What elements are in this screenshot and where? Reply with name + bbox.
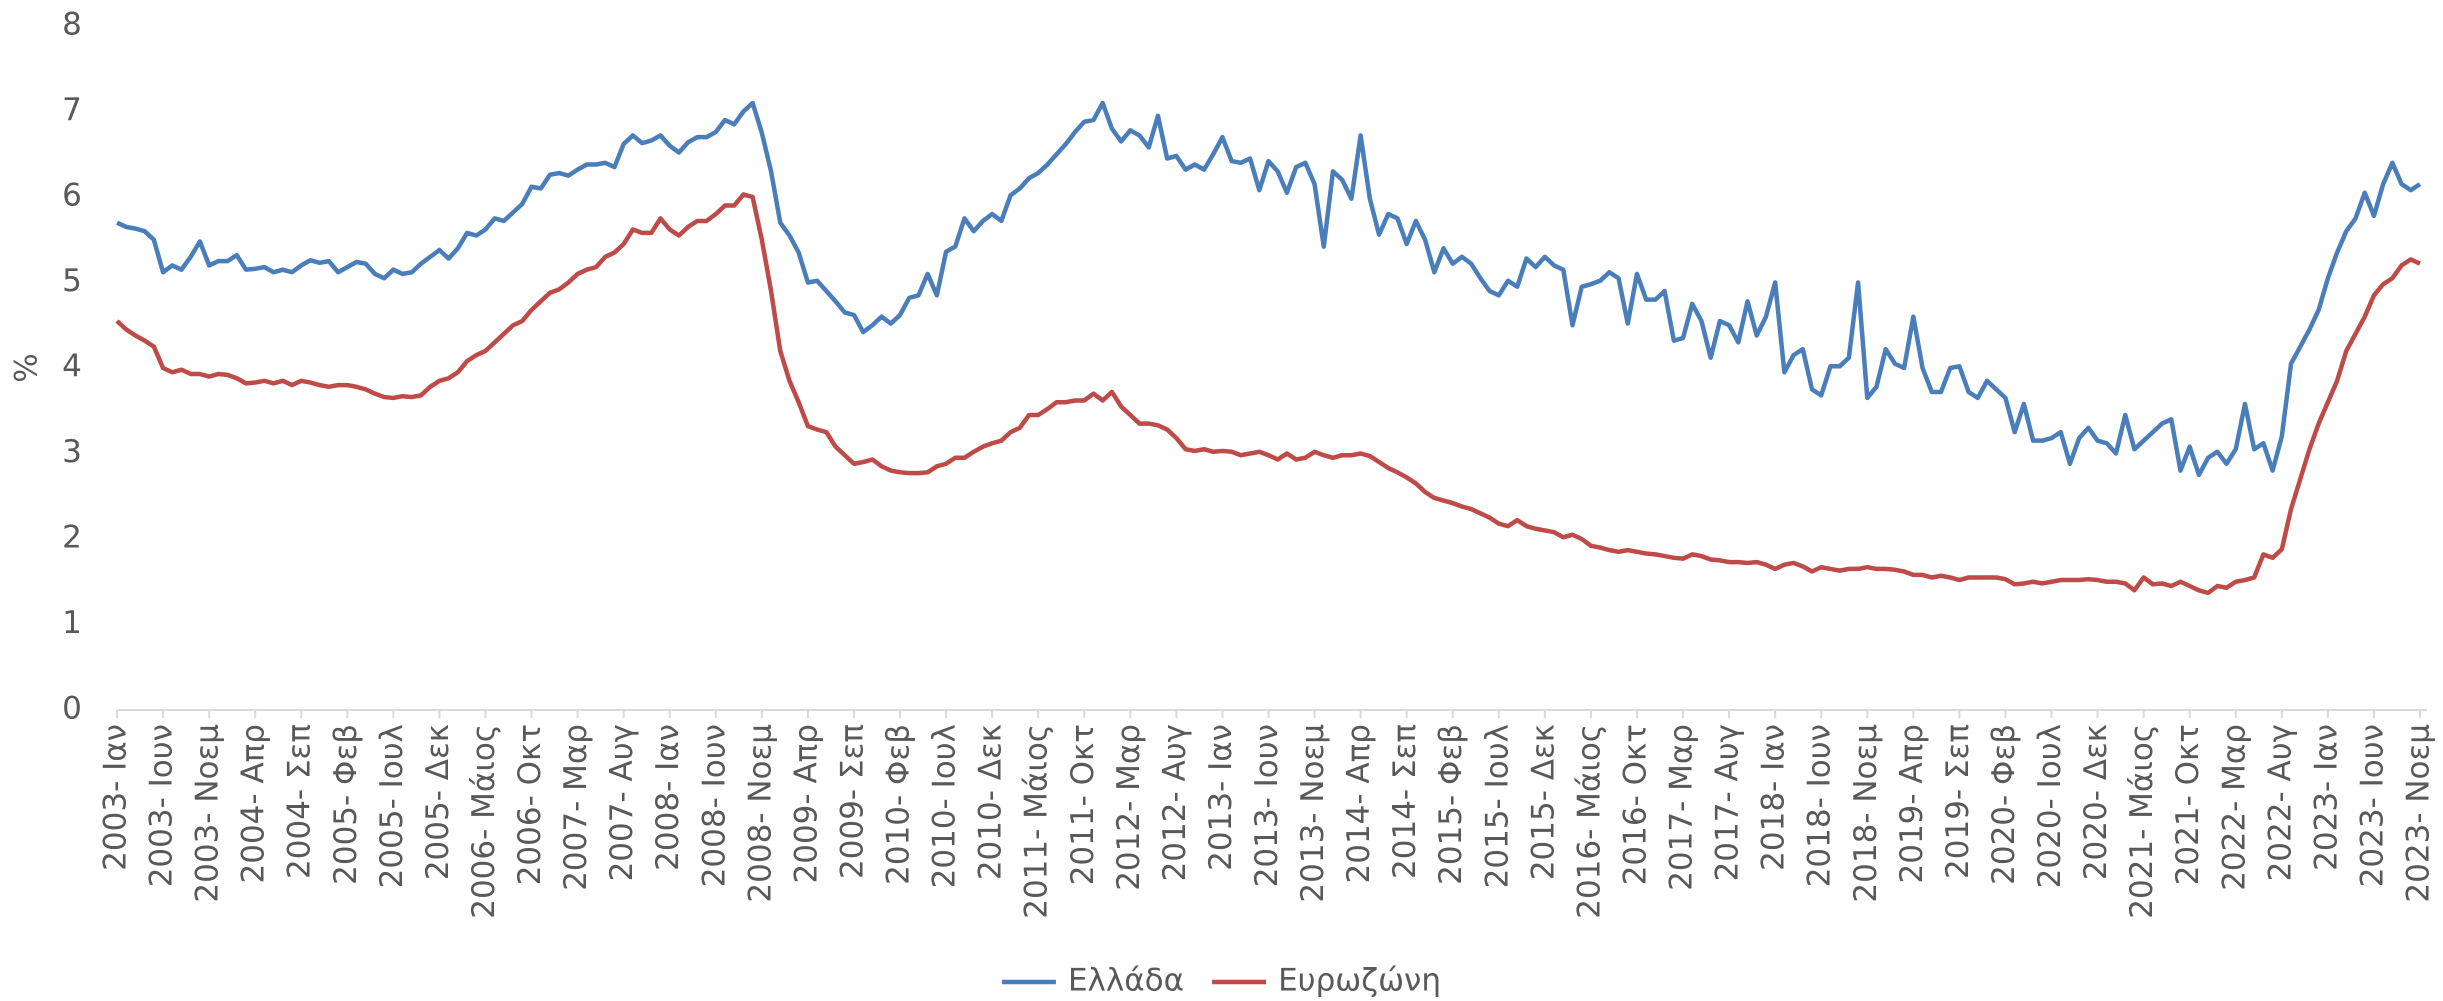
x-tick-label: 2005- Φεβ — [328, 724, 364, 885]
x-tick-label: 2015- Ιουλ — [1479, 724, 1515, 888]
x-tick-label: 2020- Φεβ — [1986, 724, 2022, 885]
x-tick-label: 2017- Αυγ — [1710, 724, 1746, 881]
x-tick-label: 2003- Ιουν — [144, 724, 180, 887]
x-tick-label: 2008- Ιαν — [650, 724, 686, 871]
x-tick-label: 2008- Ιουν — [696, 724, 732, 887]
x-tick-label: 2006- Οκτ — [512, 724, 548, 885]
y-tick-label: 5 — [62, 263, 82, 299]
x-tick-label: 2005- Δεκ — [420, 724, 456, 880]
x-tick-label: 2021- Οκτ — [2170, 724, 2206, 885]
y-tick-label: 1 — [62, 605, 82, 641]
x-tick-label: 2022- Αυγ — [2262, 724, 2298, 881]
x-tick-label: 2010- Ιουλ — [927, 724, 963, 888]
x-tick-label: 2009- Σεπ — [834, 724, 870, 879]
x-tick-label: 2014- Σεπ — [1387, 724, 1423, 879]
x-tick-label: 2013- Ιαν — [1203, 724, 1239, 871]
x-tick-label: 2022- Μαρ — [2216, 724, 2252, 891]
x-tick-label: 2023- Ιουν — [2354, 724, 2390, 887]
x-tick-label: 2004- Απρ — [236, 724, 272, 883]
legend-label: Ευρωζώνη — [1278, 963, 1441, 999]
x-tick-label: 2003- Νοεμ — [190, 724, 226, 903]
y-tick-label: 4 — [62, 349, 82, 385]
y-tick-label: 2 — [62, 520, 82, 556]
x-tick-label: 2004- Σεπ — [282, 724, 318, 879]
x-tick-label: 2023- Ιαν — [2308, 724, 2344, 871]
series-line — [116, 100, 2422, 478]
x-tick-label: 2023- Νοεμ — [2401, 724, 2437, 903]
legend-label: Ελλάδα — [1068, 963, 1184, 999]
x-tick-label: 2011- Μάιος — [1019, 724, 1055, 919]
x-tick-label: 2013- Ιουν — [1249, 724, 1285, 887]
x-tick-label: 2018- Ιουν — [1802, 724, 1838, 887]
y-tick-label: 6 — [62, 178, 82, 214]
x-tick-label: 2009- Απρ — [788, 724, 824, 883]
x-tick-label: 2007- Αυγ — [604, 724, 640, 881]
x-tick-label: 2007- Μαρ — [558, 724, 594, 891]
x-tick-label: 2018- Νοεμ — [1848, 724, 1884, 903]
y-tick-label: 7 — [62, 92, 82, 128]
x-tick-label: 2013- Νοεμ — [1295, 724, 1331, 903]
x-tick-label: 2010- Δεκ — [973, 724, 1009, 880]
x-tick-label: 2020- Δεκ — [2078, 724, 2114, 880]
x-tick-label: 2012- Μαρ — [1111, 724, 1147, 891]
x-tick-label: 2003- Ιαν — [98, 724, 134, 871]
x-tick-label: 2010- Φεβ — [881, 724, 917, 885]
series-line — [115, 192, 2421, 596]
x-tick-label: 2008- Νοεμ — [742, 724, 778, 903]
x-tick-label: 2018- Ιαν — [1756, 724, 1792, 871]
x-tick-label: 2014- Απρ — [1341, 724, 1377, 883]
x-tick-label: 2015- Δεκ — [1525, 724, 1561, 880]
x-tick-label: 2015- Φεβ — [1433, 724, 1469, 885]
x-tick-label: 2019- Απρ — [1894, 724, 1930, 883]
x-tick-label: 2012- Αυγ — [1157, 724, 1193, 881]
y-tick-label: 0 — [62, 691, 82, 727]
x-tick-label: 2020- Ιουλ — [2032, 724, 2068, 888]
y-axis-label: % — [9, 353, 45, 382]
y-tick-label: 8 — [62, 7, 82, 43]
x-tick-label: 2005- Ιουλ — [374, 724, 410, 888]
x-tick-label: 2011- Οκτ — [1065, 724, 1101, 885]
y-tick-label: 3 — [62, 434, 82, 470]
x-tick-label: 2017- Μαρ — [1664, 724, 1700, 891]
x-tick-label: 2006- Μάιος — [466, 724, 502, 919]
x-tick-label: 2016- Οκτ — [1617, 724, 1653, 885]
x-tick-label: 2019- Σεπ — [1940, 724, 1976, 879]
x-tick-label: 2021- Μάιος — [2124, 724, 2160, 919]
x-tick-label: 2016- Μάιος — [1571, 724, 1607, 919]
